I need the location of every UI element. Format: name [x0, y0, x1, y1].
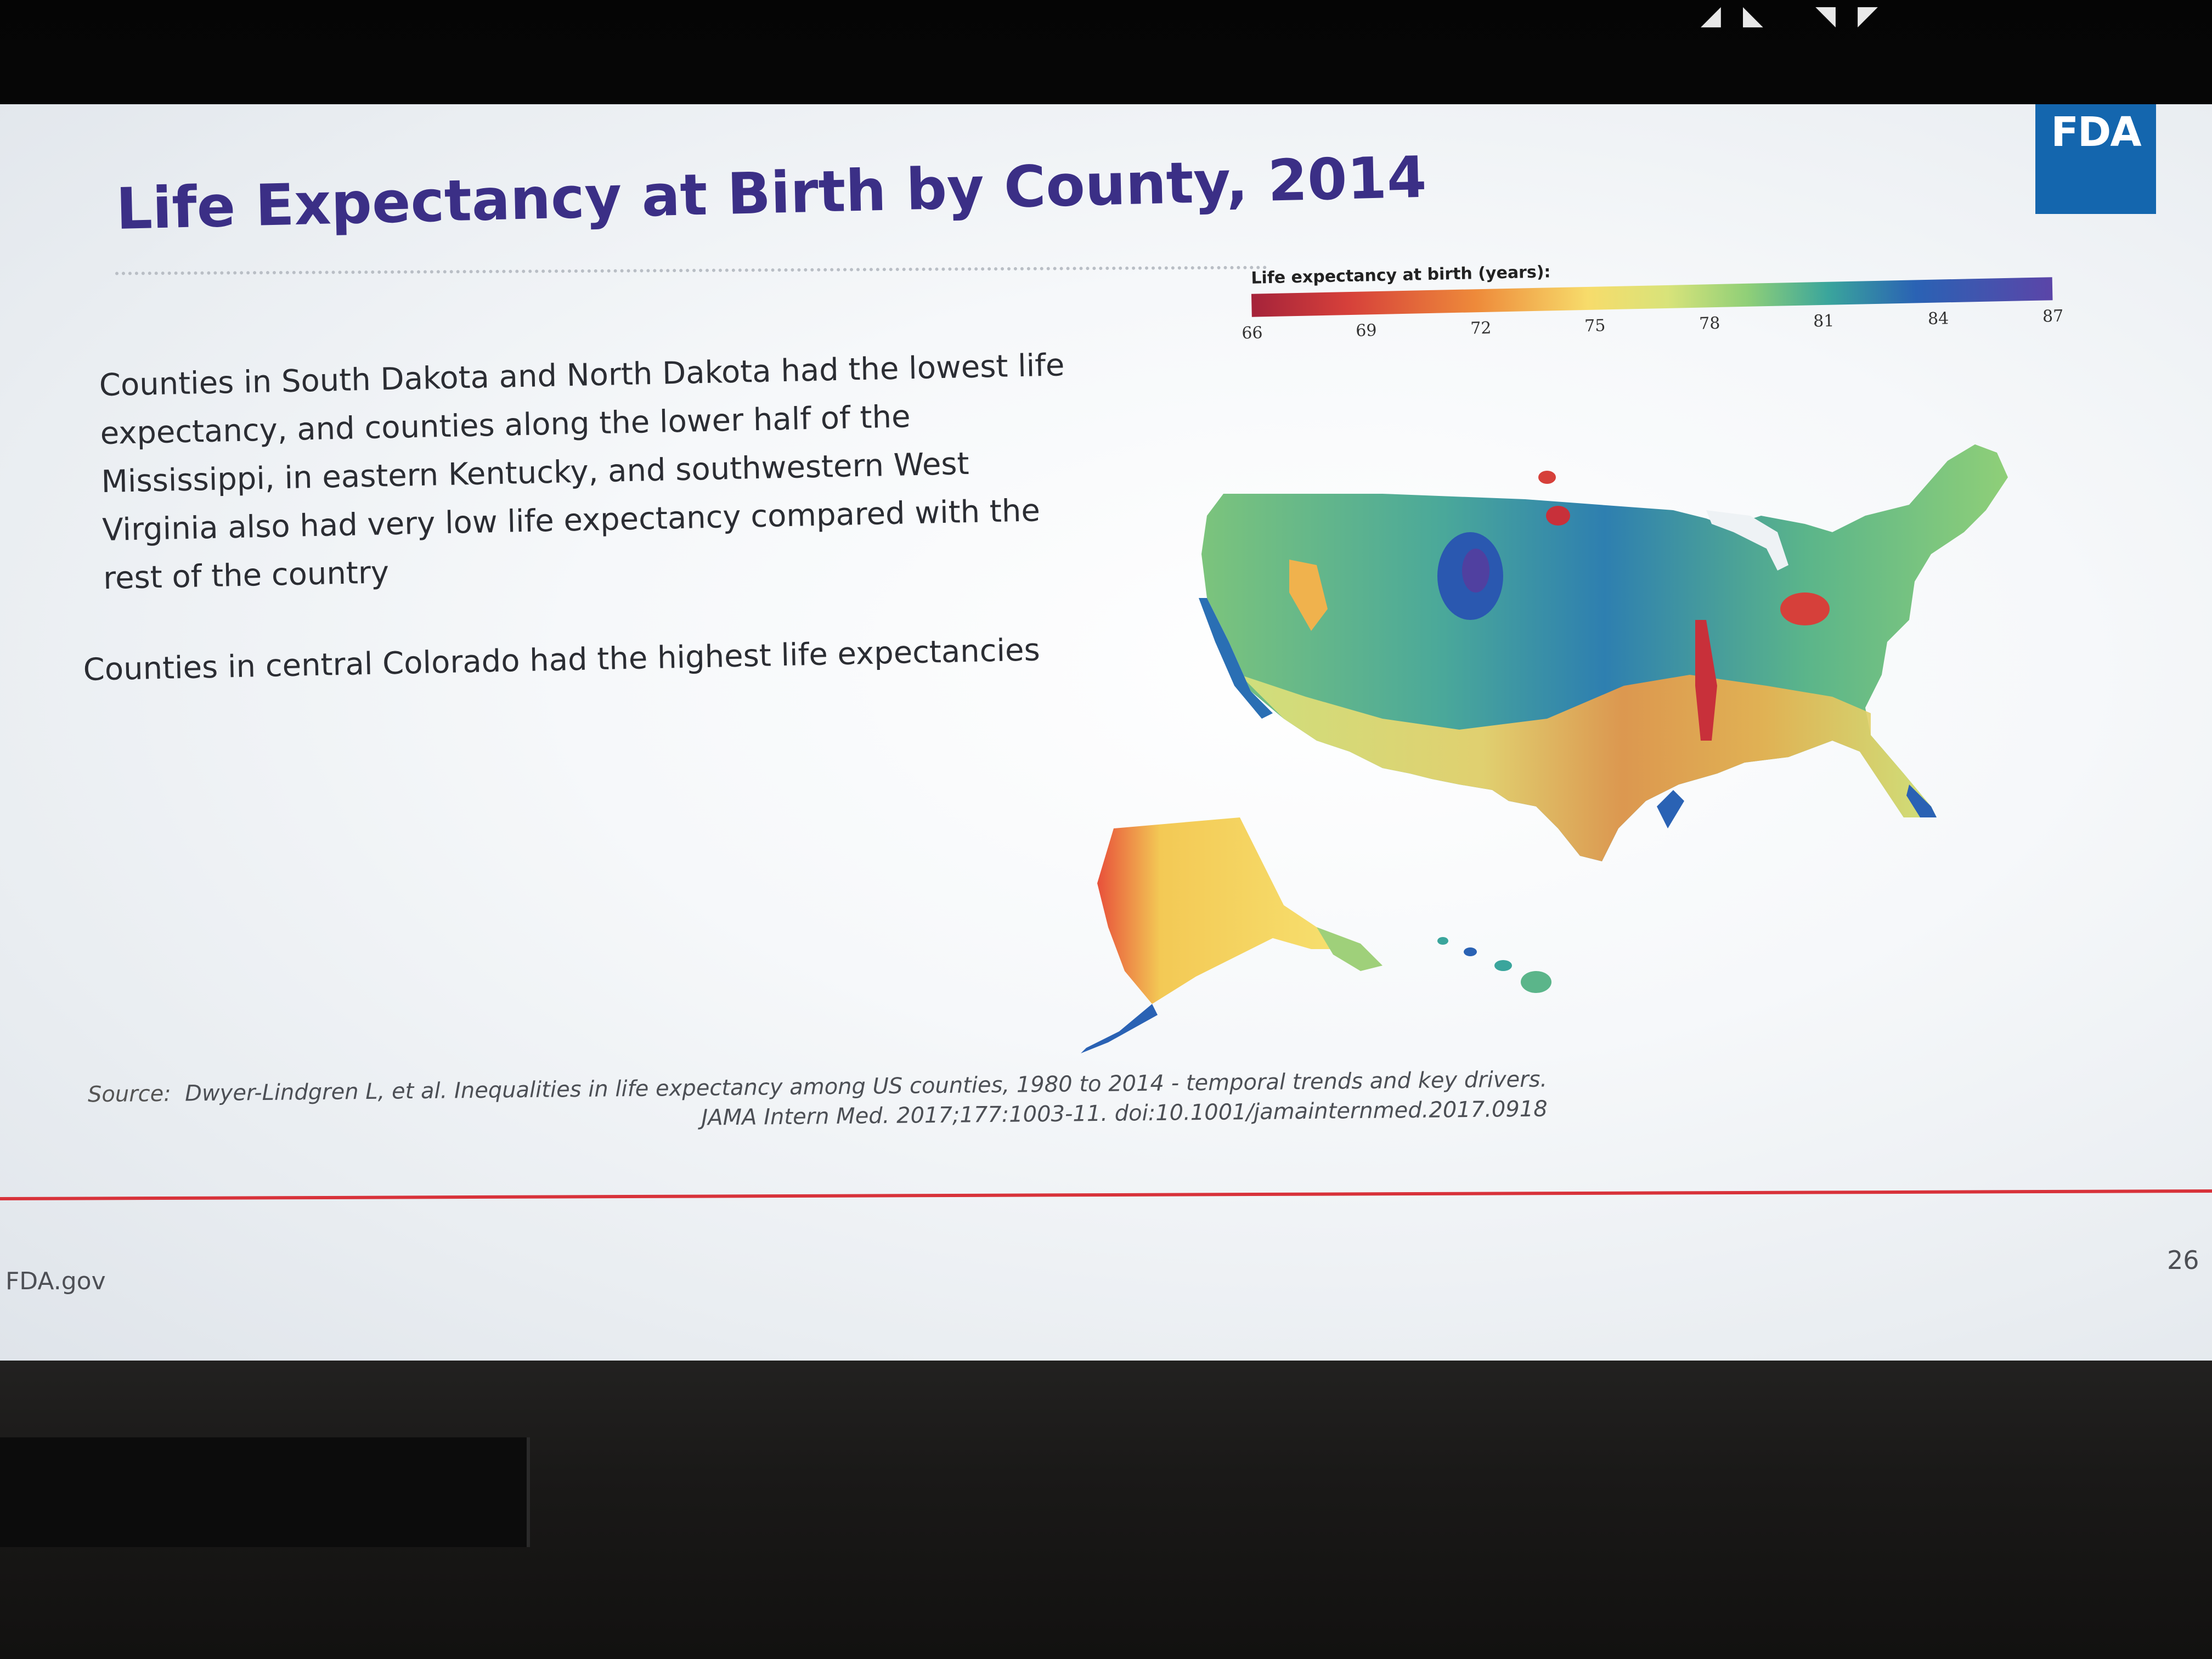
alaska-panhandle — [1317, 927, 1383, 971]
colorado-core — [1462, 549, 1489, 592]
hawaii-maui — [1494, 960, 1512, 971]
south-dakota-low — [1546, 506, 1570, 526]
florida-tip — [1906, 785, 1937, 817]
footer-site: FDA.gov — [5, 1267, 106, 1295]
hawaii-island — [1521, 971, 1551, 993]
legend-tick: 84 — [1927, 309, 1949, 329]
alaska — [1097, 817, 1350, 1004]
legend-tick: 75 — [1584, 316, 1606, 336]
fda-logo-text: FDA — [2051, 109, 2141, 156]
source-label: Source: — [87, 1081, 171, 1108]
presentation-slide: Life Expectancy at Birth by County, 2014… — [0, 104, 2212, 1361]
nevada-region — [1289, 560, 1328, 631]
page-number: 26 — [2167, 1245, 2199, 1275]
great-lakes — [1706, 510, 1788, 571]
north-dakota-low — [1538, 471, 1556, 484]
fda-logo: FDA — [2035, 104, 2156, 214]
legend-tick: 78 — [1699, 313, 1720, 334]
legend-tick: 81 — [1813, 311, 1835, 331]
hawaii-kauai — [1437, 937, 1448, 945]
slide-title: Life Expectancy at Birth by County, 2014 — [115, 143, 1427, 242]
hawaii-oahu — [1464, 947, 1477, 956]
southern-region — [1240, 675, 1937, 861]
slide-body: Counties in South Dakota and North Dakot… — [77, 341, 1115, 695]
ceiling-lights: ◢◣ ◥◤ — [1701, 0, 1900, 31]
california-coast — [1199, 598, 1273, 719]
stage-monitor — [0, 1437, 530, 1547]
eastern-kentucky — [1780, 592, 1830, 625]
alaska-aleutians — [1081, 1004, 1158, 1053]
legend-tick: 87 — [2042, 306, 2064, 326]
finding-highest-life-expectancy: Counties in central Colorado had the hig… — [83, 632, 1041, 688]
title-divider — [115, 266, 1268, 275]
lower-mississippi — [1695, 620, 1717, 741]
finding-lowest-life-expectancy: Counties in South Dakota and North Dakot… — [99, 347, 1065, 597]
us-county-life-expectancy-map — [1081, 444, 2008, 1053]
texas-gulf — [1657, 790, 1684, 828]
legend-title: Life expectancy at birth (years): — [1250, 262, 1551, 288]
